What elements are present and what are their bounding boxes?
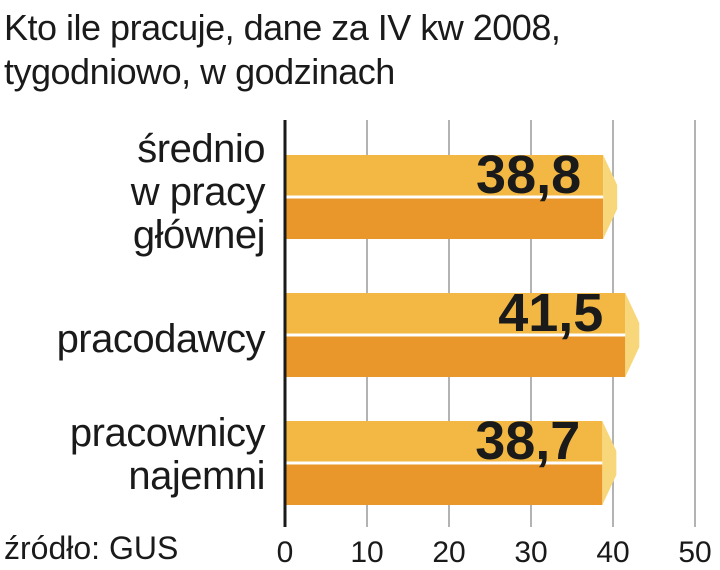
- chart-title: Kto ile pracuje, dane za IV kw 2008, tyg…: [4, 6, 718, 94]
- bar-2-cap: [625, 293, 640, 377]
- bar-2-bottom: [285, 335, 626, 377]
- category-label-1-line-1: średnio: [137, 127, 265, 171]
- category-label-2: pracodawcy: [56, 317, 266, 361]
- category-label-3-line-2: najemni: [128, 454, 265, 498]
- bar-1-top: [285, 155, 604, 197]
- bar-3-top: [285, 421, 603, 463]
- bar-1-bottom: [285, 197, 604, 239]
- category-label-1-line-2: w pracy: [130, 170, 266, 214]
- chart-title-line-1: Kto ile pracuje, dane za IV kw 2008,: [4, 7, 561, 48]
- category-label-3: pracownicy najemni: [69, 411, 266, 498]
- value-label-1: 38,8: [476, 145, 581, 205]
- category-label-1-line-3: głównej: [132, 213, 266, 257]
- source-note: źródło: GUS: [4, 530, 179, 566]
- x-tick-label-20: 20: [432, 536, 465, 569]
- chart-title-line-2: tygodniowo, w godzinach: [4, 51, 395, 92]
- category-label-1: średnio w pracy głównej: [130, 127, 266, 257]
- value-label-2: 41,5: [498, 283, 603, 343]
- x-tick-label-0: 0: [277, 536, 294, 569]
- value-label-3: 38,7: [475, 411, 580, 471]
- bar-3-cap: [602, 421, 617, 505]
- x-tick-label-10: 10: [350, 536, 383, 569]
- x-tick-label-50: 50: [678, 536, 711, 569]
- bar-1-cap: [603, 155, 618, 239]
- category-label-3-line-1: pracownicy: [69, 411, 266, 455]
- bar-2-top: [285, 293, 626, 335]
- x-tick-label-30: 30: [514, 536, 547, 569]
- bar-3-bottom: [285, 463, 603, 505]
- category-label-2-line-1: pracodawcy: [56, 317, 266, 361]
- x-tick-label-40: 40: [596, 536, 629, 569]
